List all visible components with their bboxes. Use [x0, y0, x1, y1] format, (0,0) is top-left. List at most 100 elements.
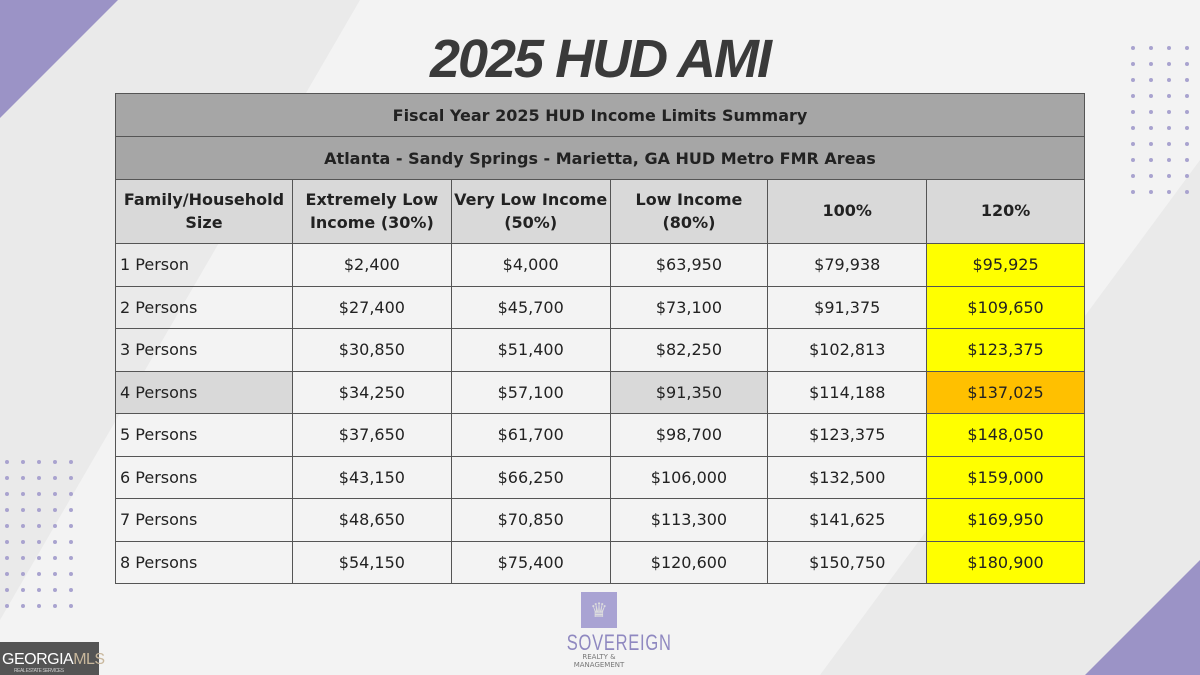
dot	[69, 476, 73, 480]
dot	[69, 604, 73, 608]
dot	[53, 604, 57, 608]
column-header-text: Size	[185, 212, 223, 232]
household-size-cell: 8 Persons	[115, 540, 293, 584]
dot	[37, 508, 41, 512]
table-row: 6 Persons $43,150 $66,250 $106,000 $132,500 $…	[115, 455, 1085, 499]
household-size-cell: 5 Persons	[115, 413, 293, 457]
dot	[37, 540, 41, 544]
income-limit-cell: $43,150	[291, 455, 452, 499]
dot	[1131, 158, 1135, 162]
dot	[69, 588, 73, 592]
income-limit-cell: $120,600	[609, 540, 769, 584]
dot	[1185, 46, 1189, 50]
column-header: Low Income (80%)	[609, 179, 769, 244]
table-row: 2 Persons $27,400 $45,700 $73,100 $91,375 $10…	[115, 285, 1085, 329]
dot	[1185, 142, 1189, 146]
income-limit-cell: $91,375	[767, 285, 928, 329]
dot	[69, 556, 73, 560]
dot	[53, 508, 57, 512]
dot	[1149, 174, 1153, 178]
table-row: 5 Persons $37,650 $61,700 $98,700 $123,375 $1…	[115, 413, 1085, 457]
income-limit-cell: $137,025	[926, 370, 1085, 414]
dot	[53, 556, 57, 560]
income-limit-cell: $79,938	[767, 243, 928, 287]
dot	[1167, 158, 1171, 162]
logo-text: MLS	[73, 651, 105, 668]
dot	[1167, 110, 1171, 114]
dot	[1131, 62, 1135, 66]
dot	[21, 604, 25, 608]
dot	[1185, 78, 1189, 82]
column-header-text: Extremely Low	[305, 190, 439, 210]
income-limit-cell: $91,350	[609, 370, 769, 414]
dot	[1149, 126, 1153, 130]
column-header-text: Income (30%)	[309, 212, 434, 232]
dot	[1149, 190, 1153, 194]
income-limit-cell: $27,400	[291, 285, 452, 329]
dot	[21, 572, 25, 576]
dot	[21, 524, 25, 528]
dot	[37, 556, 41, 560]
income-limit-cell: $75,400	[450, 540, 611, 584]
income-limit-cell: $34,250	[291, 370, 452, 414]
income-limit-cell: $2,400	[291, 243, 452, 287]
dot	[53, 588, 57, 592]
income-limit-cell: $66,250	[450, 455, 611, 499]
dot	[53, 572, 57, 576]
column-header: Extremely Low Income (30%)	[291, 179, 452, 244]
column-header-text: 120%	[980, 201, 1031, 221]
dot	[69, 572, 73, 576]
dot	[1167, 190, 1171, 194]
dot	[21, 460, 25, 464]
household-size-cell: 7 Persons	[115, 498, 293, 542]
dot	[1167, 94, 1171, 98]
decorative-triangle	[1085, 560, 1200, 675]
dot	[53, 540, 57, 544]
dot	[21, 492, 25, 496]
income-limit-cell: $51,400	[450, 328, 611, 372]
income-limit-cell: $37,650	[291, 413, 452, 457]
dot	[21, 540, 25, 544]
income-limit-cell: $95,925	[926, 243, 1085, 287]
dot	[53, 524, 57, 528]
dot	[1131, 174, 1135, 178]
dot	[37, 572, 41, 576]
dot	[21, 556, 25, 560]
income-limit-cell: $63,950	[609, 243, 769, 287]
income-limit-cell: $159,000	[926, 455, 1085, 499]
dot	[53, 460, 57, 464]
dot	[1149, 94, 1153, 98]
column-header-text: (50%)	[504, 212, 558, 232]
dot	[1131, 190, 1135, 194]
income-limit-cell: $45,700	[450, 285, 611, 329]
dot	[37, 492, 41, 496]
income-limit-cell: $70,850	[450, 498, 611, 542]
dot	[5, 556, 9, 560]
income-limit-cell: $123,375	[767, 413, 928, 457]
income-limit-cell: $54,150	[291, 540, 452, 584]
column-header-text: Very Low Income	[454, 190, 608, 210]
dot	[5, 460, 9, 464]
dot	[69, 540, 73, 544]
income-limit-cell: $30,850	[291, 328, 452, 372]
dot	[1167, 62, 1171, 66]
dot	[21, 588, 25, 592]
income-limit-cell: $4,000	[450, 243, 611, 287]
decorative-dots	[1124, 40, 1200, 200]
income-limit-cell: $169,950	[926, 498, 1085, 542]
dot	[1185, 94, 1189, 98]
household-size-cell: 1 Person	[115, 243, 293, 287]
column-header-text: 100%	[822, 201, 872, 221]
dot	[5, 508, 9, 512]
income-limit-cell: $109,650	[926, 285, 1085, 329]
dot	[37, 588, 41, 592]
dot	[37, 604, 41, 608]
income-limit-cell: $48,650	[291, 498, 452, 542]
dot	[1149, 78, 1153, 82]
crown-icon: ♛	[581, 592, 617, 628]
dot	[5, 492, 9, 496]
georgia-mls-logo: GEORGIAMLS REAL ESTATE SERVICES	[0, 642, 105, 675]
dot	[5, 476, 9, 480]
income-limit-cell: $102,813	[767, 328, 928, 372]
column-header: Family/Household Size	[115, 179, 293, 244]
